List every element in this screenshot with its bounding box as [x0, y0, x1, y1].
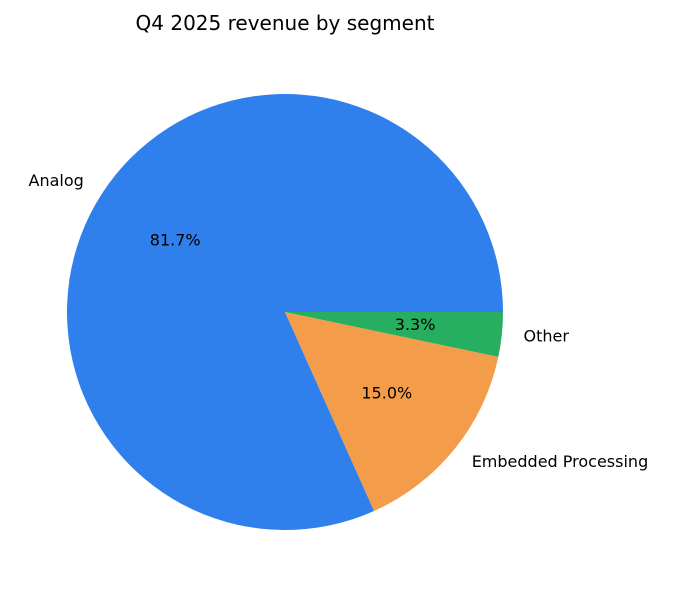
- slice-label-analog: Analog: [29, 171, 84, 190]
- pie-labels: Analog 81.7% Embedded Processing 15.0% Other…: [29, 171, 649, 471]
- slice-percent-analog: 81.7%: [150, 230, 201, 249]
- slice-percent-other: 3.3%: [395, 315, 436, 334]
- pie-slice-other: [285, 312, 503, 357]
- pie-slice-embedded-processing: [285, 312, 499, 511]
- pie-slices: [67, 94, 504, 531]
- slice-label-other: Other: [524, 326, 570, 345]
- slice-label-embedded-processing: Embedded Processing: [472, 452, 649, 471]
- pie-slice-analog: [67, 94, 504, 531]
- slice-percent-embedded-processing: 15.0%: [361, 384, 412, 403]
- chart-title: Q4 2025 revenue by segment: [136, 11, 435, 35]
